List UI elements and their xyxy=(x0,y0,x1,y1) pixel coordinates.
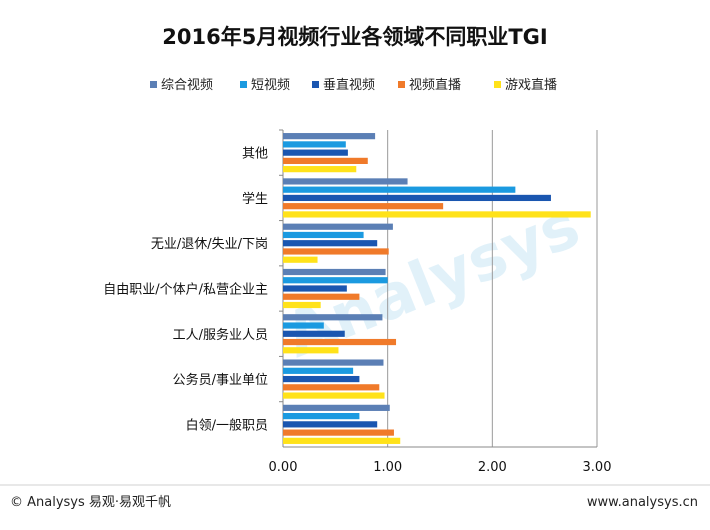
bar-7-5 xyxy=(283,437,401,444)
legend-swatch-2 xyxy=(240,81,247,88)
footer-website: www.analysys.cn xyxy=(587,495,698,510)
bar-3-3 xyxy=(283,240,378,247)
legend-label-4: 视频直播 xyxy=(409,78,461,93)
x-tick-labels: 0.00 1.00 2.00 3.00 xyxy=(269,460,612,475)
bar-7-3 xyxy=(283,421,378,428)
bar-6-2 xyxy=(283,367,354,374)
category-label-4: 自由职业/个体户/私营企业主 xyxy=(103,282,268,298)
legend-label-5: 游戏直播 xyxy=(505,78,557,93)
bar-3-1 xyxy=(283,223,393,230)
bar-4-2 xyxy=(283,277,388,284)
x-tick-label-3: 3.00 xyxy=(583,460,612,475)
bar-1-1 xyxy=(283,133,376,140)
bar-5-1 xyxy=(283,314,383,321)
x-tick-label-0: 0.00 xyxy=(269,460,298,475)
chart-title: 2016年5月视频行业各领域不同职业TGI xyxy=(162,25,547,49)
bar-4-1 xyxy=(283,268,386,276)
bar-2-4 xyxy=(283,203,444,210)
bar-2-1 xyxy=(283,178,408,185)
bar-3-2 xyxy=(283,231,364,239)
bar-5-3 xyxy=(283,330,345,337)
bar-7-2 xyxy=(283,413,360,420)
bar-3-4 xyxy=(283,248,389,255)
bar-2-5 xyxy=(283,211,591,218)
bar-3-5 xyxy=(283,256,318,263)
bar-7-1 xyxy=(283,404,390,411)
category-label-7: 白领/一般职员 xyxy=(186,417,268,433)
bar-6-1 xyxy=(283,359,384,366)
category-label-1: 其他 xyxy=(242,147,268,162)
bar-4-3 xyxy=(283,285,347,292)
footer-copyright: © Analysys 易观·易观千帆 xyxy=(10,495,171,510)
bar-1-2 xyxy=(283,141,346,148)
category-labels: 其他学生无业/退休/失业/下岗自由职业/个体户/私营企业主工人/服务业人员公务员… xyxy=(103,147,268,434)
bars xyxy=(283,133,591,444)
category-label-2: 学生 xyxy=(242,191,268,207)
legend-swatch-5 xyxy=(494,81,501,88)
legend-swatch-3 xyxy=(312,81,319,88)
bar-1-3 xyxy=(283,149,348,156)
bar-4-5 xyxy=(283,301,321,309)
bar-6-4 xyxy=(283,384,380,391)
bar-1-5 xyxy=(283,166,357,173)
category-label-3: 无业/退休/失业/下岗 xyxy=(151,237,268,252)
bar-2-3 xyxy=(283,194,551,202)
category-label-6: 公务员/事业单位 xyxy=(173,372,268,388)
bar-2-2 xyxy=(283,186,516,193)
legend-label-3: 垂直视频 xyxy=(323,78,375,93)
legend-swatch-1 xyxy=(150,81,157,88)
bar-5-5 xyxy=(283,347,339,354)
bar-5-2 xyxy=(283,322,324,329)
category-label-5: 工人/服务业人员 xyxy=(173,327,268,343)
legend-swatch-4 xyxy=(398,81,405,88)
legend-label-1: 综合视频 xyxy=(161,78,213,93)
legend-label-2: 短视频 xyxy=(251,78,290,93)
bar-5-4 xyxy=(283,338,397,346)
x-tick-label-1: 1.00 xyxy=(373,460,402,475)
x-tick-label-2: 2.00 xyxy=(478,460,507,475)
bar-7-4 xyxy=(283,429,394,436)
bar-6-3 xyxy=(283,375,360,383)
legend: 综合视频 短视频 垂直视频 视频直播 游戏直播 xyxy=(150,78,557,93)
bar-6-5 xyxy=(283,392,385,399)
bar-4-4 xyxy=(283,293,360,300)
bar-1-4 xyxy=(283,157,368,164)
